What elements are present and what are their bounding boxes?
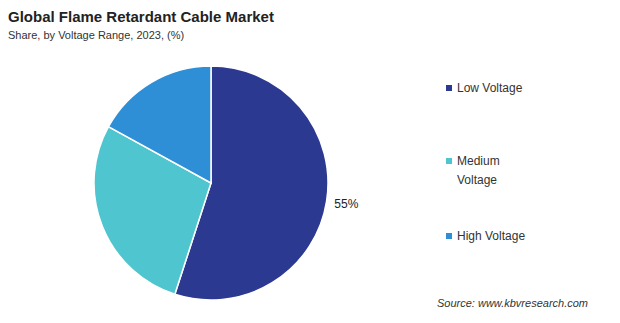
legend-swatch: [446, 233, 452, 239]
title: Global Flame Retardant Cable Market: [8, 8, 274, 25]
legend: Low Voltage MediumVoltage High Voltage: [446, 81, 525, 243]
data-labels: 55%: [334, 197, 358, 211]
legend-swatch: [446, 85, 452, 91]
pie: [94, 66, 328, 300]
legend-label: Low Voltage: [457, 81, 523, 95]
data-label: 55%: [334, 197, 358, 211]
legend-label: MediumVoltage: [457, 154, 500, 187]
legend-label: High Voltage: [457, 229, 525, 243]
source: Source: www.kbvresearch.com: [437, 297, 588, 309]
subtitle: Share, by Voltage Range, 2023, (%): [8, 29, 184, 41]
background: [0, 0, 620, 323]
pie-slice: [108, 66, 211, 183]
legend-swatch: [446, 158, 452, 164]
